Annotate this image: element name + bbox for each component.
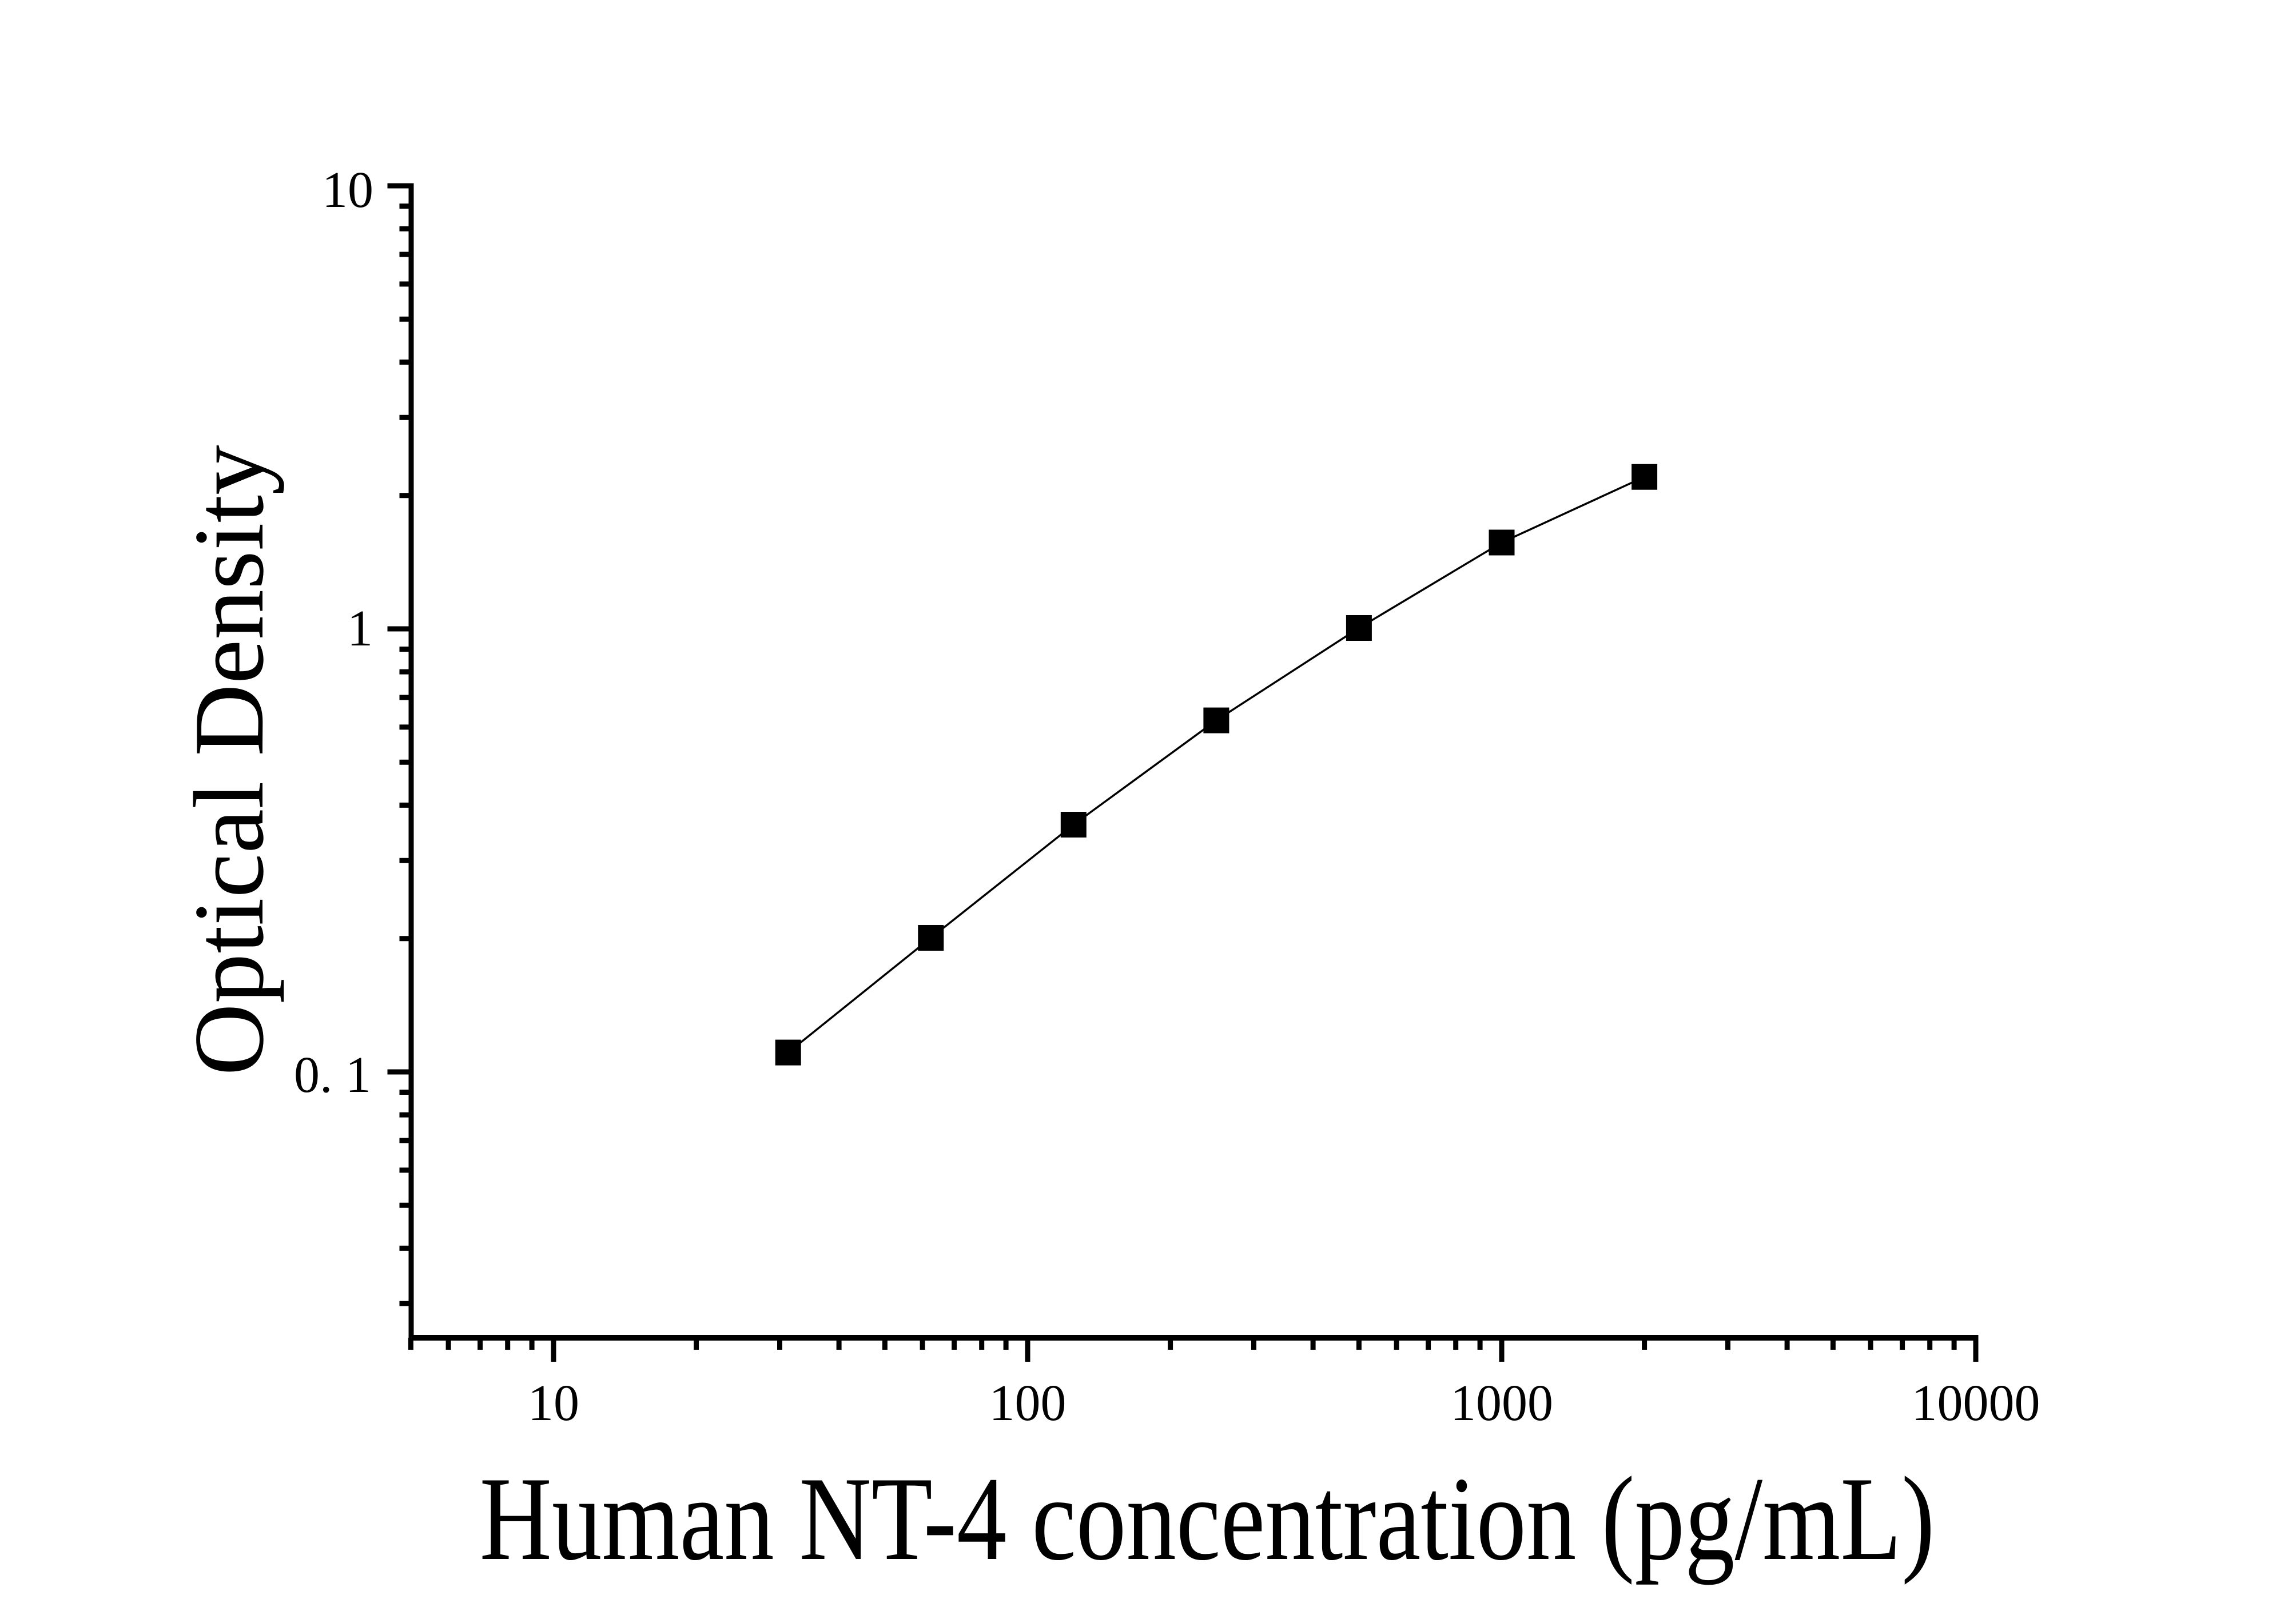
- svg-text:10000: 10000: [1912, 1375, 2040, 1431]
- svg-text:Optical Density: Optical Density: [173, 445, 284, 1075]
- svg-text:Human NT-4 concentration (pg/m: Human NT-4 concentration (pg/mL): [480, 1452, 1935, 1585]
- svg-text:0. 1: 0. 1: [294, 1047, 371, 1103]
- svg-text:1000: 1000: [1450, 1375, 1553, 1431]
- svg-text:10: 10: [322, 162, 373, 218]
- svg-text:10: 10: [528, 1375, 579, 1431]
- svg-text:100: 100: [989, 1375, 1067, 1431]
- svg-text:1: 1: [347, 600, 373, 657]
